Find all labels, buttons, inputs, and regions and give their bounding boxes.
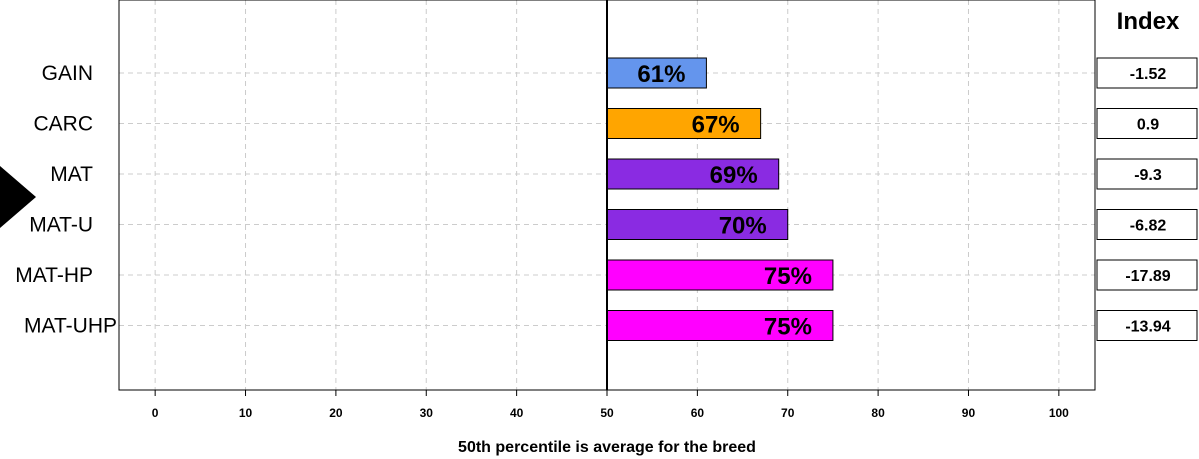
index-box xyxy=(1096,57,1198,89)
bar-value-label: 70% xyxy=(719,213,767,240)
index-boxes: -1.52 0.9 -9.3 -6.82 -17.89 -13.94 xyxy=(1096,57,1198,341)
index-value: -17.89 xyxy=(1125,268,1170,285)
x-tick-label: 20 xyxy=(329,406,343,420)
index-value: -9.3 xyxy=(1134,167,1162,184)
index-title: Index xyxy=(1117,8,1180,35)
category-label: MAT-UHP xyxy=(24,315,117,338)
index-box xyxy=(1096,108,1198,139)
category-label: MAT xyxy=(50,163,93,186)
x-tick-label: 0 xyxy=(152,406,159,420)
category-label: MAT-HP xyxy=(15,264,93,287)
index-panel: Index -1.52 0.9 -9.3 -6.82 -17.89 -13.94 xyxy=(1096,8,1198,341)
index-box xyxy=(1096,158,1198,190)
x-tick-label: 10 xyxy=(239,406,253,420)
index-value: -6.82 xyxy=(1130,218,1167,235)
bar-value-label: 75% xyxy=(764,314,812,341)
index-box xyxy=(1096,259,1198,291)
bar-value-label: 67% xyxy=(692,112,740,139)
x-ticks-group: 0 10 20 30 40 50 60 70 80 90 100 xyxy=(152,390,1069,420)
category-label: CARC xyxy=(33,113,93,136)
bars-group xyxy=(606,57,834,341)
bar xyxy=(606,310,834,341)
bar-labels-group: 61% 67% 69% 70% 75% 75% xyxy=(637,61,812,341)
index-box xyxy=(1096,209,1198,240)
category-labels-group: GAIN CARC MAT MAT-U MAT-HP MAT-UHP xyxy=(15,62,117,338)
x-tick-label: 60 xyxy=(691,406,705,420)
x-tick-label: 40 xyxy=(510,406,524,420)
index-box xyxy=(1096,310,1198,341)
x-tick-label: 30 xyxy=(420,406,434,420)
x-axis-label: 50th percentile is average for the breed xyxy=(458,439,756,456)
x-tick-label: 70 xyxy=(781,406,795,420)
category-label: MAT-U xyxy=(29,214,93,237)
x-tick-label: 90 xyxy=(962,406,976,420)
x-tick-label: 50 xyxy=(600,406,614,420)
index-value: 0.9 xyxy=(1137,117,1159,134)
bar-value-label: 69% xyxy=(710,162,758,189)
index-value: -13.94 xyxy=(1125,319,1170,336)
bar-value-label: 75% xyxy=(764,263,812,290)
category-label: GAIN xyxy=(42,62,93,85)
x-tick-label: 80 xyxy=(871,406,885,420)
x-tick-label: 100 xyxy=(1049,406,1069,420)
triangle-pointer-icon xyxy=(0,166,36,228)
bar-value-label: 61% xyxy=(637,61,685,88)
index-value: -1.52 xyxy=(1130,66,1167,83)
